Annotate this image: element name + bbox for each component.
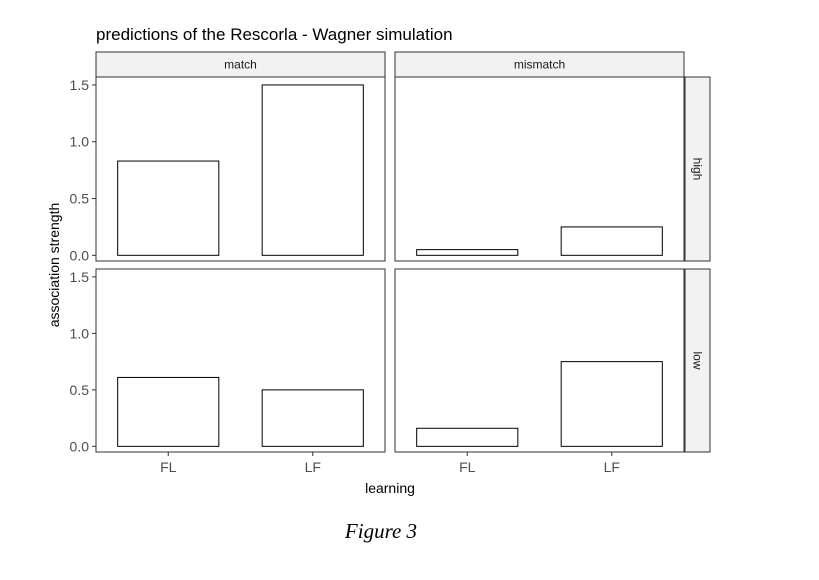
strip-label-mismatch: mismatch [514, 58, 565, 72]
y-tick-label: 0.0 [70, 438, 90, 454]
bar-match-low-LF [261, 389, 364, 447]
strip-label-low: low [691, 351, 705, 369]
bar-mismatch-high-LF [560, 226, 663, 256]
strip-label-match: match [224, 58, 257, 72]
row-facet-strips: high low [684, 76, 711, 453]
strip-match [95, 51, 386, 78]
y-tick-label: 1.5 [70, 77, 90, 93]
y-tick-label: 1.0 [70, 325, 90, 341]
x-tick-label: LF [305, 459, 321, 475]
bar-match-high-LF [261, 84, 364, 256]
panel-match-low [95, 268, 386, 453]
panel-mismatch-low [394, 268, 685, 453]
strip-low [684, 268, 711, 453]
figure-caption: Figure 3 [344, 519, 417, 543]
y-tick-label: 1.5 [70, 269, 90, 285]
chart-title: predictions of the Rescorla - Wagner sim… [96, 25, 453, 44]
column-facet-strips: match mismatch [95, 51, 685, 78]
y-tick-label: 0.5 [70, 191, 90, 207]
bar-match-high-FL [117, 160, 220, 256]
y-tick-label: 0.0 [70, 247, 90, 263]
y-tick-label: 0.5 [70, 382, 90, 398]
bar-match-low-FL [117, 376, 220, 447]
y-tick-label: 1.0 [70, 134, 90, 150]
strip-label-high: high [691, 158, 705, 181]
panel-mismatch-high [394, 76, 685, 262]
y-axes: 0.0 0.5 1.0 1.5 0.0 0.5 1.0 1.5 [70, 77, 96, 454]
x-axis-label: learning [365, 480, 415, 496]
bar-mismatch-low-FL [416, 427, 519, 447]
facet-panels [95, 76, 685, 453]
x-tick-label: FL [459, 459, 476, 475]
bar-mismatch-low-LF [560, 361, 663, 447]
strip-high [684, 76, 711, 262]
x-tick-label: FL [160, 459, 177, 475]
bar-mismatch-high-FL [416, 249, 519, 256]
panel-match-high [95, 76, 386, 262]
strip-mismatch [394, 51, 685, 78]
x-axis: FL LF FL LF [160, 452, 620, 475]
y-axis-label: association strength [46, 203, 62, 328]
x-tick-label: LF [604, 459, 620, 475]
